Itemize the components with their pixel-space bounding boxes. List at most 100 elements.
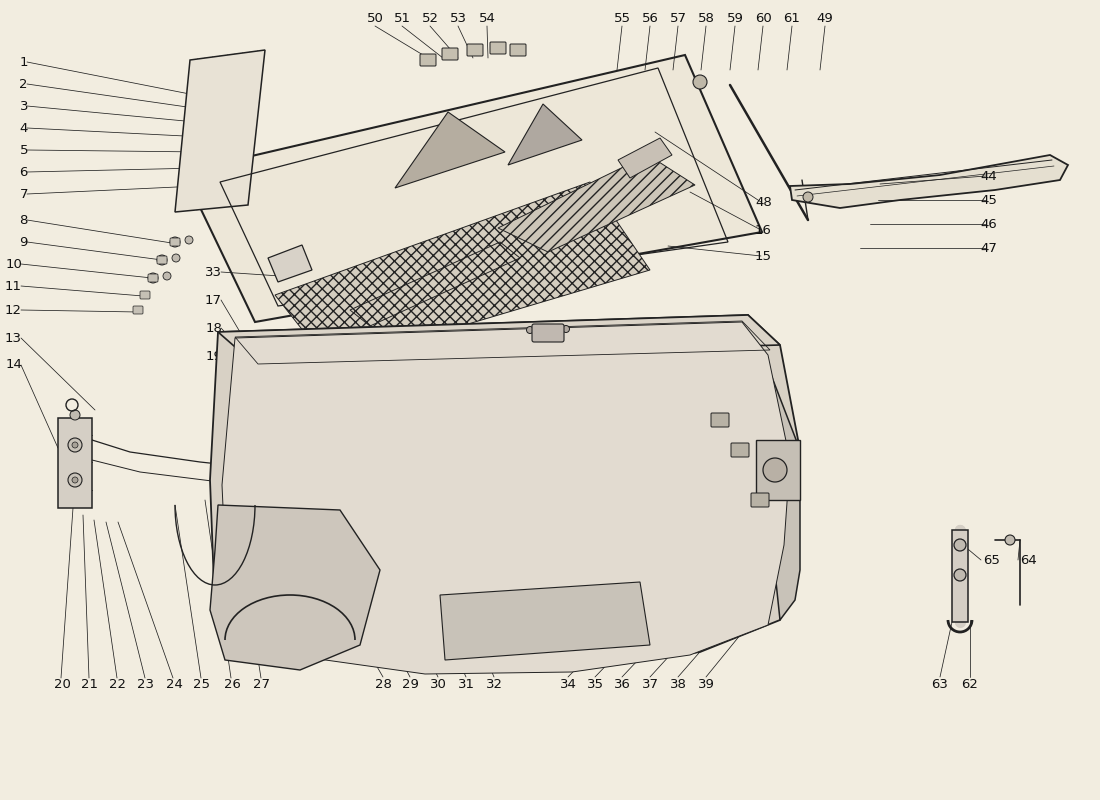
Text: 13: 13 <box>6 331 22 345</box>
Polygon shape <box>222 322 790 674</box>
Polygon shape <box>210 315 800 670</box>
FancyBboxPatch shape <box>148 274 158 282</box>
Polygon shape <box>440 582 650 660</box>
Text: 60: 60 <box>755 12 771 25</box>
Text: 32: 32 <box>485 678 503 691</box>
Text: 53: 53 <box>450 12 466 25</box>
Text: 20: 20 <box>54 678 70 691</box>
Text: 37: 37 <box>641 678 659 691</box>
FancyBboxPatch shape <box>170 238 180 246</box>
Text: 44: 44 <box>980 170 997 182</box>
Circle shape <box>72 442 78 448</box>
Text: 45: 45 <box>980 194 997 206</box>
Text: 9: 9 <box>20 235 28 249</box>
Text: 63: 63 <box>932 678 948 691</box>
Text: 1: 1 <box>20 55 28 69</box>
Text: 11: 11 <box>6 279 22 293</box>
Text: 42: 42 <box>535 335 551 348</box>
Circle shape <box>544 325 551 331</box>
FancyBboxPatch shape <box>711 413 729 427</box>
Text: 46: 46 <box>980 218 997 230</box>
Text: 61: 61 <box>783 12 801 25</box>
Text: 51: 51 <box>394 12 410 25</box>
Text: 50: 50 <box>366 12 384 25</box>
Text: 18: 18 <box>205 322 222 334</box>
Text: 38: 38 <box>670 678 686 691</box>
FancyBboxPatch shape <box>732 443 749 457</box>
Circle shape <box>1005 535 1015 545</box>
Text: 30: 30 <box>430 678 447 691</box>
Text: 5: 5 <box>20 143 28 157</box>
Circle shape <box>68 438 82 452</box>
Polygon shape <box>183 55 762 322</box>
Polygon shape <box>275 182 650 365</box>
Circle shape <box>527 326 534 334</box>
Text: 7: 7 <box>20 187 28 201</box>
Text: 35: 35 <box>586 678 604 691</box>
Text: 49: 49 <box>816 12 834 25</box>
Text: 3: 3 <box>20 99 28 113</box>
Polygon shape <box>952 530 968 622</box>
Text: 55: 55 <box>614 12 630 25</box>
Text: 34: 34 <box>560 678 576 691</box>
Polygon shape <box>395 112 505 188</box>
FancyBboxPatch shape <box>140 291 150 299</box>
Polygon shape <box>618 138 672 178</box>
Circle shape <box>763 458 786 482</box>
Text: 26: 26 <box>223 678 241 691</box>
Circle shape <box>170 237 180 247</box>
FancyBboxPatch shape <box>157 256 167 264</box>
Polygon shape <box>498 155 695 252</box>
Text: 58: 58 <box>697 12 714 25</box>
Text: 52: 52 <box>421 12 439 25</box>
Polygon shape <box>748 315 800 620</box>
Text: 29: 29 <box>402 678 418 691</box>
Text: 16: 16 <box>755 223 772 237</box>
Text: 24: 24 <box>166 678 183 691</box>
Text: 56: 56 <box>641 12 659 25</box>
Text: 17: 17 <box>205 294 222 306</box>
Text: 43: 43 <box>562 335 580 348</box>
Text: 28: 28 <box>375 678 392 691</box>
Polygon shape <box>268 245 312 282</box>
Text: 14: 14 <box>6 358 22 371</box>
Text: 6: 6 <box>20 166 28 178</box>
Text: 8: 8 <box>20 214 28 226</box>
FancyBboxPatch shape <box>510 44 526 56</box>
Text: 19: 19 <box>205 350 222 362</box>
Text: 2: 2 <box>20 78 28 90</box>
Circle shape <box>172 254 180 262</box>
Text: P: P <box>592 323 600 337</box>
Text: 40: 40 <box>478 335 495 348</box>
Circle shape <box>562 326 570 333</box>
Text: 54: 54 <box>478 12 495 25</box>
Text: 22: 22 <box>110 678 126 691</box>
Circle shape <box>72 477 78 483</box>
Text: 21: 21 <box>81 678 99 691</box>
Text: 23: 23 <box>138 678 154 691</box>
Polygon shape <box>58 418 92 508</box>
FancyBboxPatch shape <box>420 54 436 66</box>
Polygon shape <box>756 440 800 500</box>
Text: 25: 25 <box>194 678 210 691</box>
Text: 31: 31 <box>458 678 474 691</box>
Text: 41: 41 <box>507 335 524 348</box>
FancyBboxPatch shape <box>468 44 483 56</box>
Polygon shape <box>210 505 380 670</box>
Text: 27: 27 <box>253 678 271 691</box>
Polygon shape <box>218 315 780 360</box>
FancyBboxPatch shape <box>532 324 564 342</box>
FancyBboxPatch shape <box>490 42 506 54</box>
FancyBboxPatch shape <box>751 493 769 507</box>
Circle shape <box>693 75 707 89</box>
Circle shape <box>954 539 966 551</box>
FancyBboxPatch shape <box>442 48 458 60</box>
Circle shape <box>68 473 82 487</box>
Text: 57: 57 <box>670 12 686 25</box>
Circle shape <box>185 236 192 244</box>
Circle shape <box>157 255 167 265</box>
Polygon shape <box>508 104 582 165</box>
Text: 62: 62 <box>961 678 978 691</box>
Text: 36: 36 <box>614 678 630 691</box>
Polygon shape <box>790 155 1068 208</box>
